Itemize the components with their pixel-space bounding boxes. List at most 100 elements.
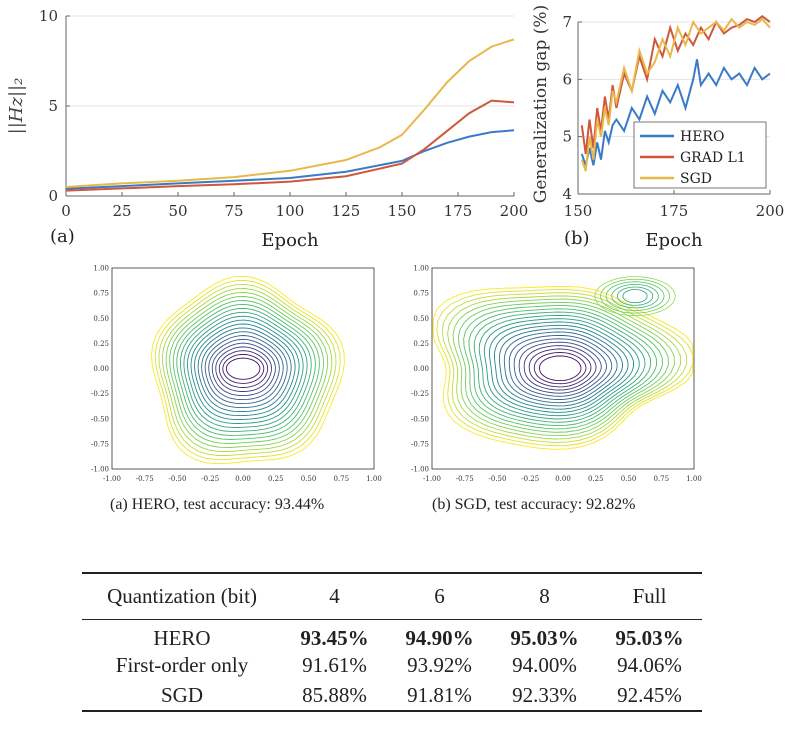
row-name: First-order only xyxy=(115,653,249,677)
contour-line xyxy=(599,278,671,314)
panel-label: (b) xyxy=(564,228,590,249)
y-tick-label: 0.75 xyxy=(93,290,109,298)
table-cell: 94.00% xyxy=(512,653,577,677)
series-line-grad_l1 xyxy=(65,99,515,192)
contour-line xyxy=(208,338,280,401)
contour-line xyxy=(513,338,607,397)
contour-line xyxy=(190,319,300,420)
contour-line xyxy=(503,331,618,404)
x-tick-label: -0.75 xyxy=(136,475,154,483)
contour-line xyxy=(463,305,663,430)
x-tick-label: 125 xyxy=(332,202,361,220)
x-tick-label: 50 xyxy=(168,202,187,220)
y-tick-label: 0 xyxy=(48,187,58,205)
header-cell: Full xyxy=(632,583,667,608)
y-tick-label: 0.75 xyxy=(413,290,429,298)
contour-line xyxy=(605,281,665,311)
contour-line xyxy=(622,289,648,304)
contour-line xyxy=(225,357,261,380)
y-tick-label: 1.00 xyxy=(413,265,429,273)
contour-line xyxy=(508,334,613,400)
table-row: First-order only 91.61% 93.92% 94.00% 94… xyxy=(82,651,702,681)
contour-line xyxy=(498,328,624,407)
series-line-hero xyxy=(580,59,771,169)
contour-line xyxy=(165,292,329,448)
contour-line xyxy=(457,301,669,433)
x-tick-label: -0.75 xyxy=(456,475,474,483)
y-axis-label: ||Hz||₂ xyxy=(6,78,27,135)
contour-line xyxy=(488,321,635,413)
table-cell: 95.03% xyxy=(615,625,684,650)
x-tick-label: -0.25 xyxy=(201,475,219,483)
contour-caption-sgd: (b) SGD, test accuracy: 92.82% xyxy=(432,496,636,513)
contour-line xyxy=(478,314,646,420)
y-tick-label: 5 xyxy=(562,128,572,146)
contour-line xyxy=(447,295,681,440)
x-tick-label: 0.25 xyxy=(588,475,604,483)
table-cell: 91.81% xyxy=(407,682,472,707)
legend-label: GRAD L1 xyxy=(680,150,746,166)
contour-line xyxy=(201,331,288,409)
x-tick-label: 0.50 xyxy=(621,475,637,483)
series-line-sgd xyxy=(580,17,771,172)
x-tick-label: 175 xyxy=(444,202,473,220)
contour-line xyxy=(441,292,688,443)
contour-lines xyxy=(151,275,345,465)
generalization-gap-chart: 150 175 200 4 5 6 7 Epoch Generalization gap (%)… xyxy=(531,5,784,251)
x-tick-label: 175 xyxy=(660,202,689,220)
panel-label: (a) xyxy=(50,226,75,247)
contour-line xyxy=(222,353,265,384)
contour-line xyxy=(483,318,640,417)
contour-line xyxy=(211,342,276,397)
table-cell: 93.45% xyxy=(300,625,369,650)
header-cell: Quantization (bit) xyxy=(107,583,257,608)
x-tick-label: 150 xyxy=(564,202,593,220)
contour-line xyxy=(468,308,658,427)
hessian-norm-chart: 0 25 50 75 100 125 150 175 200 0 5 10 Epoch ||Hz||₂ (a… xyxy=(6,7,529,251)
contour-line xyxy=(176,303,316,436)
table-cell: 95.03% xyxy=(510,625,579,650)
table-cell: 92.45% xyxy=(617,682,682,707)
x-tick-label: 0.00 xyxy=(235,475,251,483)
x-tick-label: -1.00 xyxy=(423,475,441,483)
x-tick-label: 150 xyxy=(388,202,417,220)
y-tick-label: -0.50 xyxy=(91,415,109,423)
contour-lines xyxy=(432,276,694,450)
x-axis-label: Epoch xyxy=(645,230,703,251)
contour-line xyxy=(611,283,659,309)
table-row: HERO 93.45% 94.90% 95.03% 95.03% xyxy=(82,619,702,651)
contour-line xyxy=(194,323,296,417)
x-tick-label: 200 xyxy=(500,202,529,220)
contour-plot-sgd: -1.00-1.00 -0.75 -0.75 -0.50 -0.50 -0.25 -0.25… xyxy=(411,265,702,484)
contour-line xyxy=(473,311,652,423)
contour-line xyxy=(436,289,694,447)
legend: HERO GRAD L1 SGD xyxy=(633,121,767,189)
y-tick-label: 7 xyxy=(562,13,572,31)
x-tick-label: 0.50 xyxy=(301,475,317,483)
table-header-row: Quantization (bit) 4 6 8 Full xyxy=(82,573,702,619)
y-tick-label: -1.00 xyxy=(411,466,429,474)
table-cell: 93.92% xyxy=(407,653,472,677)
contour-line xyxy=(594,276,676,317)
contour-plot-hero: -1.00-1.00 -0.75 -0.75 -0.50 -0.50 -0.25 -0.25… xyxy=(91,265,382,484)
x-axis-label: Epoch xyxy=(261,230,319,251)
contour-line xyxy=(151,275,345,465)
y-axis-label: Generalization gap (%) xyxy=(531,5,551,203)
y-tick-label: 10 xyxy=(39,7,58,25)
x-tick-label: -0.50 xyxy=(489,475,507,483)
y-tick-label: 1.00 xyxy=(93,265,109,273)
header-cell: 8 xyxy=(539,583,550,608)
x-tick-label: 0.75 xyxy=(653,475,669,483)
contour-line xyxy=(538,355,582,382)
row-name: HERO xyxy=(153,625,211,650)
table-cell: 94.06% xyxy=(617,653,682,677)
contour-line xyxy=(616,286,654,306)
y-tick-label: 4 xyxy=(562,185,572,203)
y-tick-label: -0.25 xyxy=(91,390,109,398)
y-tick-label: 0.25 xyxy=(413,340,429,348)
contour-line xyxy=(215,346,272,392)
contour-line xyxy=(197,327,292,413)
contour-caption-hero: (a) HERO, test accuracy: 93.44% xyxy=(110,496,325,513)
contour-line xyxy=(179,307,312,432)
header-cell: 4 xyxy=(329,583,340,608)
